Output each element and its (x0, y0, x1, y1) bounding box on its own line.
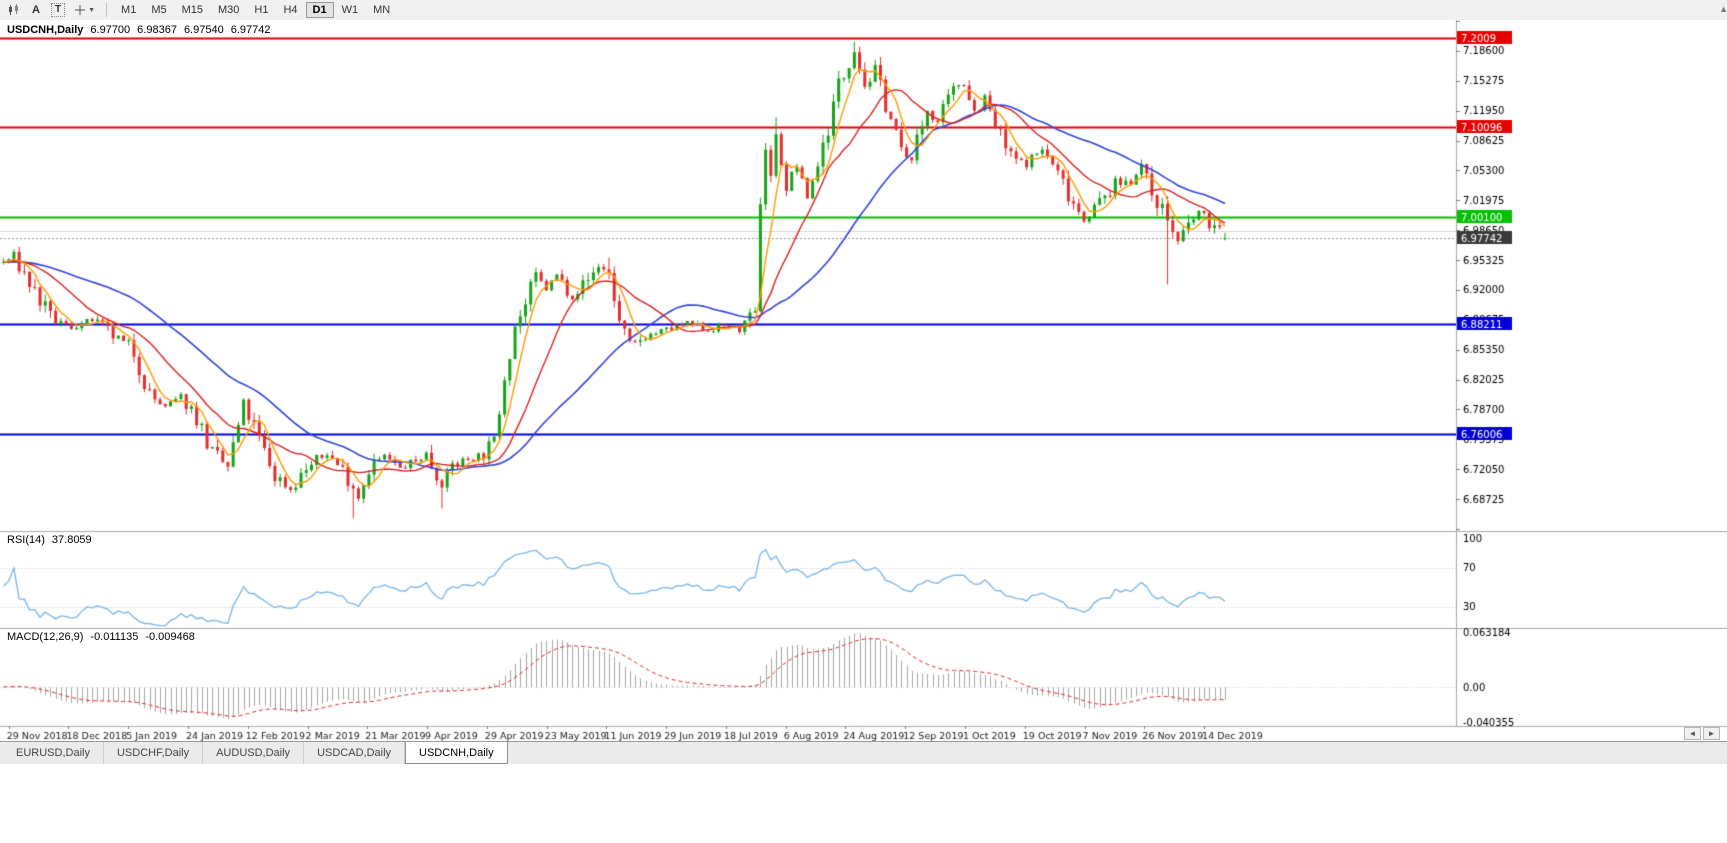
tab-label: USDCHF,Daily (116, 747, 190, 759)
timeframe-h1-button[interactable]: H1 (247, 2, 275, 18)
text-t-tool-button[interactable]: T (47, 1, 69, 19)
tab-label: AUDUSD,Daily (216, 747, 291, 759)
tab-label: USDCAD,Daily (317, 747, 392, 759)
chevron-down-icon: ▼ (88, 6, 96, 14)
timeframe-m15-button[interactable]: M15 (175, 2, 210, 18)
timeframe-mn-button[interactable]: MN (366, 2, 397, 18)
bar-chart-icon-button[interactable] (3, 1, 25, 19)
tab-audusd-daily[interactable]: AUDUSD,Daily (203, 742, 305, 764)
crosshair-icon (75, 5, 86, 15)
boxed-t-icon: T (51, 3, 66, 17)
bar-chart-icon (9, 4, 18, 15)
chart-tabbar: EURUSD,Daily USDCHF,Daily AUDUSD,Daily U… (0, 741, 1727, 764)
scroll-left-icon[interactable]: ◄ (1684, 727, 1701, 740)
toolbar-separator (106, 3, 108, 17)
timeframe-d1-button[interactable]: D1 (305, 2, 334, 18)
toolbar: A T ▼ M1 M5 M15 M30 H1 H4 D1 W1 MN ▲ (0, 0, 1727, 21)
text-a-tool-button[interactable]: A (26, 1, 46, 19)
tab-usdcnh-daily[interactable]: USDCNH,Daily (405, 742, 508, 764)
tab-usdcad-daily[interactable]: USDCAD,Daily (304, 742, 406, 764)
tab-label: USDCNH,Daily (419, 746, 494, 759)
timeframe-m5-button[interactable]: M5 (144, 2, 173, 18)
scroll-up-icon[interactable]: ▲ (1719, 4, 1727, 14)
crosshair-tool-button[interactable]: ▼ (70, 1, 99, 19)
price-chart-canvas[interactable] (0, 20, 1727, 741)
timeframe-m30-button[interactable]: M30 (211, 2, 246, 18)
timeframe-w1-button[interactable]: W1 (335, 2, 366, 18)
tab-label: EURUSD,Daily (16, 747, 90, 759)
chart-window: USDCNH,Daily 6.97700 6.98367 6.97540 6.9… (0, 20, 1727, 741)
tab-usdchf-daily[interactable]: USDCHF,Daily (104, 742, 204, 764)
tab-eurusd-daily[interactable]: EURUSD,Daily (3, 742, 104, 764)
timeframe-m1-button[interactable]: M1 (114, 2, 143, 18)
timeframe-h4-button[interactable]: H4 (276, 2, 304, 18)
scroll-right-icon[interactable]: ► (1703, 727, 1720, 740)
chart-scroll-controls: ◄ ► (1684, 727, 1720, 740)
